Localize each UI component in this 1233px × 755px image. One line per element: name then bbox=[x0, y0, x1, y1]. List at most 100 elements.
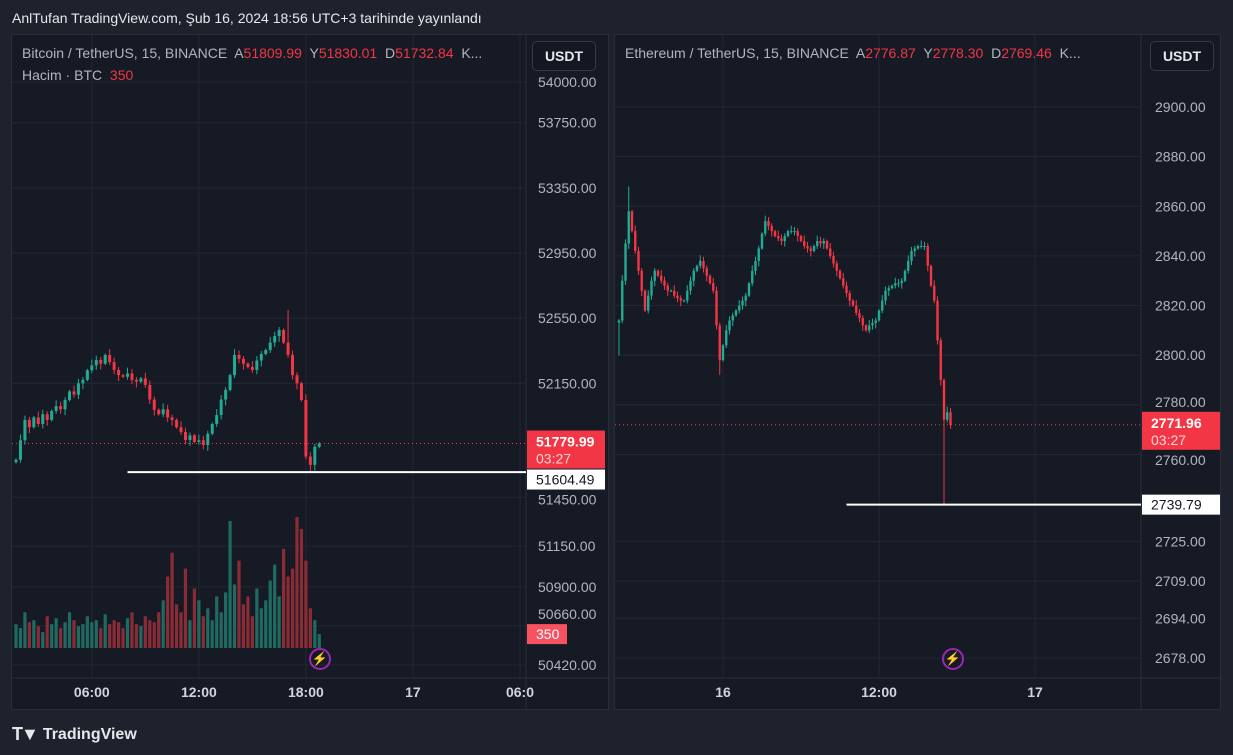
volume-label[interactable]: Hacim · BTC bbox=[22, 67, 103, 83]
time-tick-label: 12:00 bbox=[861, 684, 897, 700]
price-tick-label: 54000.00 bbox=[538, 74, 597, 90]
candle-body bbox=[871, 322, 874, 326]
volume-legend: Hacim · BTC 350 bbox=[22, 67, 133, 83]
candle-body bbox=[23, 419, 27, 441]
eth-chart-panel[interactable]: 2900.00 2880.00 2860.00 2840.00 2820.00 2800.… bbox=[614, 34, 1222, 711]
candle-body bbox=[45, 414, 49, 420]
eth-symbol-title[interactable]: Ethereum / TetherUS, 15, BINANCE bbox=[625, 45, 849, 61]
candle-body bbox=[812, 245, 816, 251]
tradingview-logo[interactable]: T▼ TradingView bbox=[12, 724, 137, 745]
currency-button[interactable]: USDT bbox=[532, 41, 596, 71]
price-tick-label: 50900.00 bbox=[538, 579, 597, 595]
candle-body bbox=[721, 345, 725, 361]
price-tick-label: 50420.00 bbox=[538, 657, 597, 673]
time-tick-label: 17 bbox=[1027, 684, 1043, 700]
volume-bar bbox=[157, 612, 161, 648]
candle-body bbox=[887, 288, 890, 291]
candle-body bbox=[699, 260, 702, 266]
candle-body bbox=[838, 270, 842, 279]
last-price-label: 2771.96 bbox=[1151, 415, 1202, 431]
candle-body bbox=[76, 383, 80, 395]
candle-body bbox=[949, 412, 952, 425]
candle-body bbox=[715, 290, 718, 326]
candle-body bbox=[313, 446, 317, 465]
volume-bar bbox=[14, 624, 18, 648]
candle-body bbox=[903, 270, 907, 281]
candle-body bbox=[689, 280, 692, 291]
low-value: 2769.46 bbox=[1001, 45, 1052, 61]
price-tick-label: 50660.00 bbox=[538, 606, 597, 622]
volume-bar bbox=[290, 568, 295, 648]
price-tick-label: 2760.00 bbox=[1155, 452, 1206, 468]
candle-body bbox=[741, 300, 744, 306]
btc-chart-canvas[interactable]: 54000.00 53750.00 53350.00 52950.00 52550.00… bbox=[12, 35, 610, 711]
price-tick-label: 2800.00 bbox=[1155, 347, 1206, 363]
volume-bar bbox=[139, 626, 143, 648]
candle-body bbox=[295, 375, 299, 384]
volume-bar bbox=[32, 620, 36, 648]
volume-bar bbox=[94, 620, 98, 648]
btc-symbol-title[interactable]: Bitcoin / TetherUS, 15, BINANCE bbox=[22, 45, 228, 61]
volume-bar bbox=[59, 628, 63, 648]
candle-body bbox=[617, 320, 621, 323]
volume-bar bbox=[179, 612, 183, 648]
volume-bar bbox=[192, 588, 196, 648]
candle-body bbox=[777, 236, 780, 239]
volume-bar bbox=[224, 592, 228, 648]
candle-body bbox=[237, 354, 241, 359]
candle-body bbox=[206, 433, 210, 445]
candle-body bbox=[241, 358, 245, 364]
lightning-icon[interactable]: ⚡ bbox=[942, 648, 964, 670]
candle-body bbox=[728, 320, 731, 331]
volume-bar bbox=[232, 584, 237, 648]
currency-button[interactable]: USDT bbox=[1150, 41, 1214, 71]
candle-body bbox=[268, 342, 272, 351]
lightning-icon[interactable]: ⚡ bbox=[309, 648, 331, 670]
candle-body bbox=[264, 350, 268, 354]
candle-body bbox=[59, 406, 63, 410]
candle-body bbox=[233, 354, 237, 376]
support-price-badge bbox=[1142, 494, 1220, 515]
volume-bar bbox=[183, 568, 188, 648]
price-tick-label: 52950.00 bbox=[538, 245, 597, 261]
volume-bar bbox=[250, 616, 254, 648]
candle-body bbox=[277, 330, 281, 337]
volume-bar bbox=[317, 634, 321, 648]
volume-bar bbox=[188, 620, 192, 648]
volume-value: 350 bbox=[109, 67, 134, 83]
candle-body bbox=[669, 290, 673, 292]
published-caption: AnlTufan TradingView.com, Şub 16, 2024 1… bbox=[12, 10, 482, 26]
candle-body bbox=[764, 221, 767, 234]
volume-bar bbox=[166, 576, 170, 648]
candle-body bbox=[773, 231, 777, 237]
candle-body bbox=[99, 359, 103, 364]
candle-body bbox=[643, 290, 647, 311]
candle-body bbox=[41, 414, 45, 424]
eth-chart-canvas[interactable]: 2900.00 2880.00 2860.00 2840.00 2820.00 2800.… bbox=[615, 35, 1222, 711]
candle-body bbox=[809, 248, 812, 251]
candle-body bbox=[660, 275, 663, 281]
candle-body bbox=[63, 400, 67, 410]
candle-body bbox=[197, 440, 201, 442]
candle-body bbox=[286, 342, 290, 355]
candle-body bbox=[14, 459, 18, 463]
candle-body bbox=[900, 280, 903, 284]
candle-body bbox=[650, 280, 653, 296]
candle-body bbox=[143, 378, 147, 385]
candle-body bbox=[708, 275, 712, 284]
volume-bar bbox=[255, 588, 259, 648]
candle-body bbox=[907, 260, 910, 271]
volume-bar bbox=[161, 600, 165, 648]
candle-body bbox=[796, 231, 799, 237]
countdown-label: 03:27 bbox=[536, 451, 571, 467]
candle-body bbox=[731, 315, 734, 321]
volume-bar bbox=[41, 632, 45, 648]
candle-body bbox=[679, 298, 682, 301]
candle-body bbox=[179, 427, 183, 433]
low-value: 51732.84 bbox=[395, 45, 454, 61]
volume-bar bbox=[219, 612, 223, 648]
btc-chart-panel[interactable]: 54000.00 53750.00 53350.00 52950.00 52550.00… bbox=[11, 34, 610, 711]
volume-bar bbox=[54, 618, 58, 648]
candle-body bbox=[627, 211, 630, 244]
candle-body bbox=[624, 243, 627, 281]
